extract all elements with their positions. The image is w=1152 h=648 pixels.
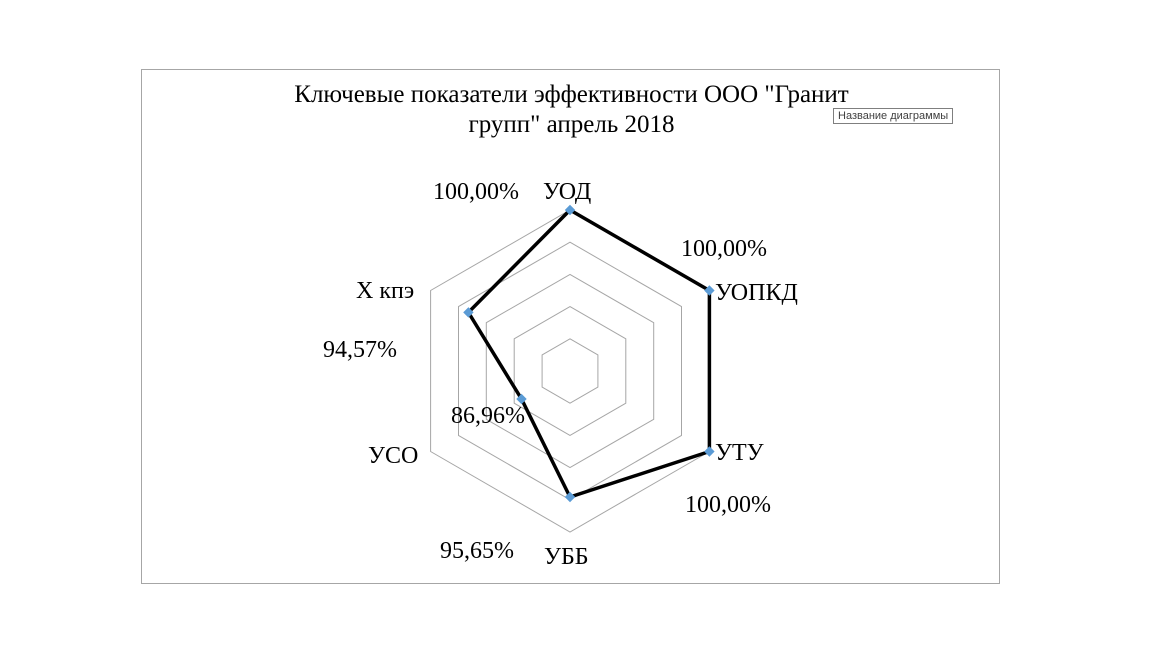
data-point-5[interactable] — [516, 393, 527, 405]
radar-gridline-5 — [430, 209, 710, 533]
value-label-ubb: 95,65% — [440, 538, 514, 564]
category-label-uopkd: УОПКД — [715, 280, 798, 306]
radar-gridline-2 — [513, 306, 627, 436]
radar-gridline-4 — [458, 241, 682, 501]
data-point-4[interactable] — [564, 491, 576, 503]
data-point-3[interactable] — [704, 446, 715, 457]
category-label-uod: УОД — [543, 179, 591, 205]
value-label-utu: 100,00% — [685, 492, 771, 518]
value-label-uso: 86,96% — [451, 403, 525, 429]
radar-series[interactable] — [463, 204, 715, 503]
category-label-uso: УСО — [368, 443, 418, 469]
radar-gridline-3 — [485, 273, 655, 469]
category-label-ubb: УББ — [544, 544, 589, 570]
chart-element-tooltip: Название диаграммы — [833, 108, 954, 124]
chart-title-line-2: групп" апрель 2018 — [468, 111, 675, 138]
value-label-uopkd: 100,00% — [681, 236, 767, 262]
value-label-uod: 100,00% — [433, 179, 519, 205]
chart-title[interactable]: Ключевые показатели эффективности ООО "Г… — [142, 80, 1001, 140]
data-point-1[interactable] — [564, 204, 576, 216]
chart-title-line-1: Ключевые показатели эффективности ООО "Г… — [294, 81, 849, 108]
data-point-6[interactable] — [463, 307, 474, 318]
category-label-utu: УТУ — [715, 440, 764, 466]
value-label-x-kpe: 94,57% — [323, 337, 397, 363]
category-label-x-kpe: X кпэ — [356, 278, 414, 304]
radar-grid — [430, 209, 710, 533]
radar-gridline-1 — [541, 338, 599, 404]
data-point-2[interactable] — [704, 285, 715, 296]
radar-labels: УОД УОПКД УТУ УББ УСО X кпэ 100,00% 100,… — [323, 179, 798, 570]
